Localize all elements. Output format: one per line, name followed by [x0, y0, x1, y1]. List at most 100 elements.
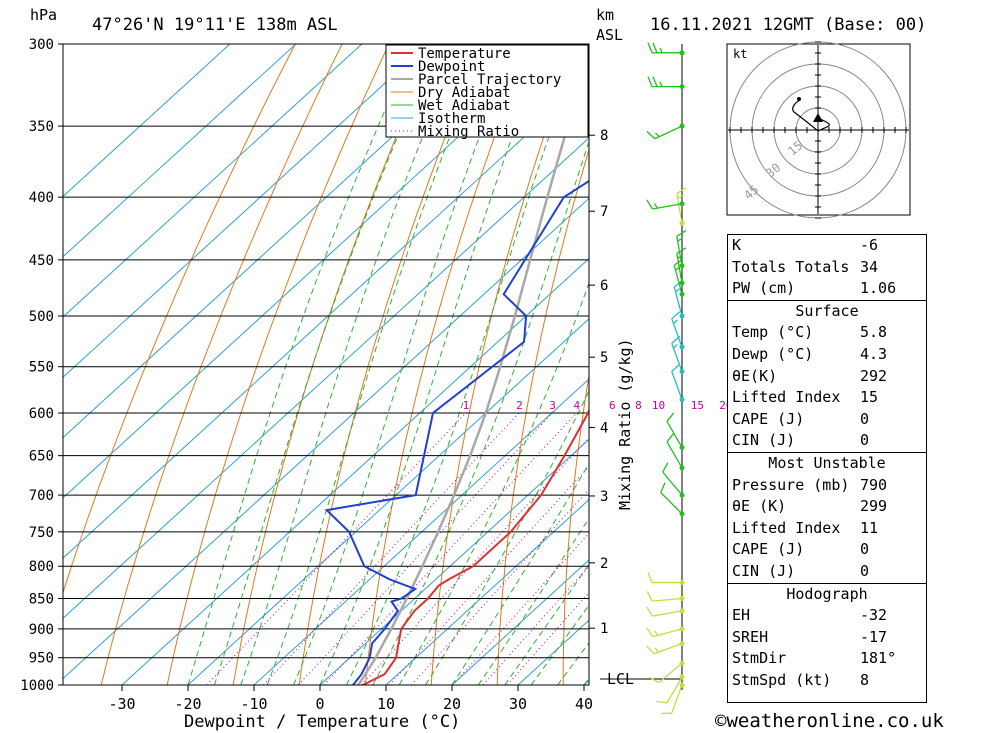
dry-adiabat-line [100, 44, 343, 685]
stat-row-totals: Totals Totals 34 [728, 257, 926, 279]
wind-barb-flag [652, 76, 658, 87]
wind-barb [671, 363, 685, 403]
legend-parcel: Parcel Trajectory [418, 72, 561, 88]
wind-barb [647, 572, 685, 586]
km-tick-label: 4 [600, 420, 608, 436]
hodograph-trace [792, 99, 830, 132]
wind-barb [647, 42, 685, 56]
wind-barb-dot [679, 313, 685, 319]
wind-barb-shaft [666, 441, 683, 469]
wind-barb-flag [660, 482, 666, 493]
stat-label: StmDir [732, 649, 787, 668]
isotherm-line [63, 197, 589, 680]
wet-adiabat-line [187, 44, 416, 685]
wind-barb-half-flag [654, 132, 660, 138]
wind-barb-flag [647, 572, 653, 583]
stat-label: CIN (J) [732, 561, 796, 580]
stat-label: StmSpd (kt) [732, 670, 832, 689]
wind-barb-half-flag [659, 81, 663, 87]
wind-barb [646, 123, 685, 140]
pressure-tick-label: 450 [29, 253, 54, 269]
wind-barb [656, 674, 685, 704]
isotherm-line [63, 44, 231, 198]
wind-barb-flag [656, 700, 668, 704]
wet-adiabat-line [293, 44, 516, 685]
section-title: Hodograph [786, 584, 868, 603]
stat-value: 34 [860, 257, 879, 276]
wind-barb-shaft [671, 684, 683, 714]
hodograph-unit: kt [733, 47, 747, 61]
wind-barb-shaft [652, 610, 683, 617]
pressure-tick-label: 700 [29, 488, 54, 504]
wind-barb-shaft [676, 253, 683, 284]
wind-barb-flag [662, 462, 669, 473]
stat-label: SREH [732, 627, 769, 646]
hodograph-storm-marker [813, 113, 823, 122]
datetime-title: 16.11.2021 12GMT (Base: 00) [650, 15, 926, 35]
wind-barb-half-flag [659, 47, 663, 54]
legend-wet-adiabat: Wet Adiabat [418, 98, 511, 114]
wind-barb-dot [679, 660, 685, 666]
stat-row: StmSpd (kt) 8 [728, 670, 926, 692]
wind-barb-dot [679, 397, 685, 403]
wind-barb-dot [679, 291, 685, 297]
stat-value: 790 [860, 475, 888, 494]
hpa-unit-label: hPa [30, 6, 57, 24]
wind-barb-half-flag [654, 647, 659, 653]
x-tick-label: 0 [315, 695, 324, 713]
stat-value: 11 [860, 518, 879, 537]
mixing-ratio-label: 4 [574, 399, 581, 412]
stat-row-pw: PW (cm) 1.06 [728, 278, 926, 300]
hodograph: kt 15 30 45 [726, 41, 911, 219]
mixing-ratio-label: 3 [549, 399, 556, 412]
wet-adiabat-line [504, 563, 589, 685]
wind-barb-dot [679, 344, 685, 350]
wind-barb [646, 591, 685, 602]
pressure-tick-label: 400 [29, 190, 54, 206]
location-title: 47°26'N 19°11'E 138m ASL [92, 15, 338, 35]
stat-row-k: K -6 [728, 235, 926, 257]
pressure-tick-label: 650 [29, 449, 54, 465]
wind-barb-flag [646, 199, 654, 210]
isotherm-line [63, 44, 363, 318]
x-tick-label: 40 [575, 695, 593, 713]
wind-barb [646, 640, 685, 655]
wind-barb-dot [679, 595, 685, 601]
asl-unit-label: ASL [596, 26, 623, 44]
stat-row: StmDir 181° [728, 648, 926, 670]
stat-label: K [732, 236, 742, 254]
stat-label: Lifted Index [732, 518, 841, 537]
pressure-tick-label: 600 [29, 406, 54, 422]
x-tick-label: -30 [108, 695, 135, 713]
wind-barb [646, 199, 685, 210]
wet-adiabat-line [345, 44, 583, 685]
mixing-ratio-label: 15 [691, 399, 704, 412]
stat-row: Dewp (°C) 4.3 [728, 344, 926, 366]
legend-box [385, 44, 589, 138]
mixing-ratio-line [323, 412, 577, 685]
legend-isotherm: Isotherm [418, 111, 485, 127]
stat-label: Lifted Index [732, 388, 841, 407]
isotherm-line [121, 257, 589, 685]
wind-barb [660, 682, 685, 715]
mixing-ratio-labels: 12346810152025 [463, 399, 756, 412]
dry-adiabat-line [924, 44, 959, 685]
stat-label: θE (K) [732, 497, 787, 516]
wind-barb-dot [679, 50, 685, 56]
section-title: Most Unstable [768, 453, 886, 472]
wind-barb-flag [646, 130, 656, 140]
isotherm-line [253, 378, 589, 685]
pressure-tick-label: 800 [29, 559, 54, 575]
stat-value: 181° [860, 649, 897, 668]
stats-panel: K -6 Totals Totals 34 PW (cm) 1.06 Surface … [727, 234, 927, 703]
stat-value: 0 [860, 540, 870, 559]
isotherm-line [63, 44, 429, 378]
wind-barb-flag [676, 187, 687, 195]
most-unstable-section: Most Unstable Pressure (mb) 790 θE (K) 299… [728, 451, 926, 583]
stat-row: CIN (J) 0 [728, 561, 926, 583]
wind-barb-dot [679, 674, 685, 680]
mixing-ratio-label: 1 [463, 399, 470, 412]
hodograph-top-point [797, 97, 801, 101]
wet-adiabat-line [425, 389, 589, 685]
wind-barb-dot [679, 369, 685, 375]
